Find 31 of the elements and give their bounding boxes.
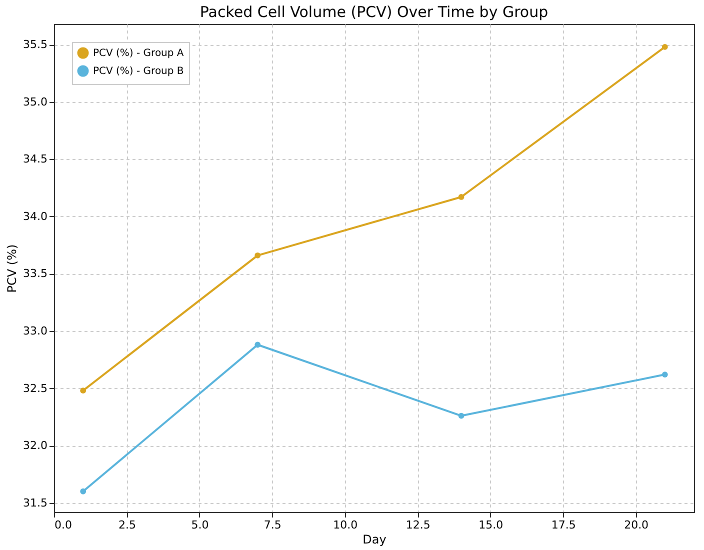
y-tick-label: 35.5 [23, 38, 48, 52]
x-tick-label: 2.5 [118, 518, 136, 532]
y-tick-label: 34.5 [23, 152, 48, 166]
x-tick-label: 10.0 [333, 518, 358, 532]
y-tick-label: 35.0 [23, 95, 48, 108]
x-tick-label: 20.0 [624, 518, 649, 532]
point [662, 44, 668, 50]
y-tick-label: 34.0 [23, 210, 48, 223]
y-axis-title: PCV (%) [5, 244, 20, 293]
point [458, 194, 464, 200]
x-tick-label: 17.5 [551, 518, 576, 532]
chart-title: Packed Cell Volume (PCV) Over Time by Group [200, 3, 548, 21]
point [80, 488, 86, 494]
x-tick-label: 7.5 [264, 518, 282, 532]
y-tick-label: 33.5 [23, 267, 48, 280]
x-axis-title: Day [362, 532, 386, 546]
legend-label: PCV (%) - Group B [93, 66, 184, 77]
y-tick-label: 33.0 [23, 324, 48, 338]
x-tick-label: 5.0 [191, 518, 209, 532]
point [458, 412, 464, 419]
point [80, 388, 86, 394]
y-tick-label: 32.0 [23, 439, 48, 452]
point [662, 372, 668, 378]
point [254, 252, 261, 258]
x-tick-label: 12.5 [406, 518, 430, 532]
x-tick-label: 15.0 [478, 518, 504, 532]
legend-label: PCV (%) - Group A [93, 48, 184, 59]
x-tick-label: 0.0 [54, 518, 72, 532]
point [254, 342, 261, 348]
y-tick-label: 32.5 [23, 382, 48, 395]
y-tick-label: 31.5 [23, 496, 48, 510]
